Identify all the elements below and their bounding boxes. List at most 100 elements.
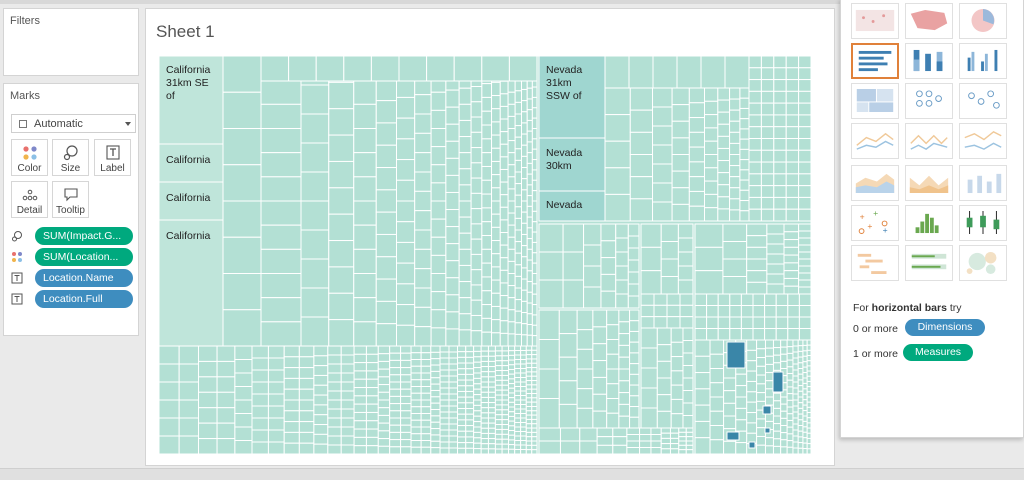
treemap-cell[interactable] [514,241,523,254]
treemap-cell[interactable] [491,213,501,228]
treemap-cell[interactable] [802,377,808,384]
treemap-cell[interactable] [499,219,509,234]
treemap-cell[interactable] [410,345,422,354]
treemap-cell[interactable] [618,368,631,382]
treemap-cell[interactable] [420,365,432,374]
treemap-cell[interactable] [514,399,522,405]
treemap-cell[interactable] [729,109,741,122]
treemap-cell[interactable] [786,399,794,408]
treemap-cell[interactable] [729,187,741,200]
treemap-cell[interactable] [499,244,509,259]
treemap-cell[interactable] [487,371,496,378]
treemap-cell[interactable] [514,435,522,441]
treemap-cell[interactable] [748,114,762,128]
treemap-cell[interactable] [525,405,533,412]
treemap-cell[interactable] [600,223,617,242]
treemap-cell[interactable] [783,262,800,272]
treemap-cell[interactable] [260,56,290,82]
treemap-cell[interactable] [414,287,432,308]
treemap-cell[interactable] [507,236,516,250]
treemap-cell[interactable] [670,356,684,372]
treemap-cell[interactable] [726,341,746,369]
treemap-cell[interactable] [760,173,775,187]
treemap-cell[interactable] [251,357,269,371]
treemap-cell[interactable] [802,431,808,439]
treemap-cell[interactable] [521,300,528,314]
treemap-cell[interactable] [792,357,799,365]
treemap-cell[interactable] [579,440,598,454]
treemap-cell[interactable] [507,224,516,238]
treemap-cell[interactable] [514,148,523,161]
treemap-cell[interactable] [457,345,467,353]
treemap-cell[interactable] [499,168,509,183]
treemap-cell[interactable] [627,223,640,237]
treemap-cell[interactable] [520,404,527,410]
treemap-cell[interactable] [340,354,355,365]
treemap-cell[interactable] [703,193,719,209]
treemap-cell[interactable] [520,399,527,405]
treemap-cell[interactable] [514,299,523,312]
treemap-cell[interactable] [414,229,432,250]
treemap-cell[interactable] [520,359,527,365]
treemap-cell[interactable] [520,372,527,378]
treemap-cell[interactable] [328,108,355,136]
treemap-cell[interactable] [785,161,800,175]
treemap-cell[interactable] [739,118,750,130]
treemap-cell[interactable] [267,357,285,371]
treemap-cell[interactable] [703,167,719,182]
treemap-cell[interactable] [420,440,432,448]
treemap-cell[interactable] [327,381,342,392]
treemap-cell[interactable] [786,352,794,361]
treemap-cell[interactable] [507,91,516,105]
treemap-cell[interactable] [671,154,690,172]
treemap-cell[interactable] [414,210,432,231]
treemap-cell[interactable] [629,352,640,365]
treemap-cell[interactable] [499,232,509,246]
treemap-cell[interactable] [604,56,630,89]
treemap-cell[interactable] [313,394,329,406]
treemap-cell[interactable] [159,345,180,365]
treemap-cell[interactable] [746,370,758,382]
treemap-cell[interactable] [531,117,538,129]
treemap-cell[interactable] [679,316,694,329]
treemap-cell[interactable] [501,404,510,411]
treemap-cell[interactable] [481,152,493,167]
treemap-cell[interactable] [802,344,808,352]
treemap-cell[interactable] [685,427,694,433]
treemap-cell[interactable] [722,276,748,295]
treemap-cell[interactable] [525,401,533,407]
treemap-cell[interactable] [491,253,501,268]
treemap-cell[interactable] [726,431,740,441]
treemap-cell[interactable] [688,146,705,163]
treemap-cell[interactable] [780,360,788,369]
treemap-cell[interactable] [458,329,472,347]
treemap-cell[interactable] [792,393,799,401]
treemap-cell[interactable] [260,248,302,274]
treemap-cell[interactable] [739,87,750,99]
treemap-cell[interactable] [465,425,475,432]
treemap-cell[interactable] [723,390,737,404]
treemap-cell[interactable] [797,362,804,369]
treemap-cell[interactable] [559,440,581,454]
treemap-cell[interactable] [746,339,758,351]
treemap-cell[interactable] [526,291,533,304]
treemap-cell[interactable] [746,422,758,434]
treemap-cell[interactable] [375,233,397,258]
treemap-cell[interactable] [377,384,391,393]
treemap-cell[interactable] [514,350,522,356]
treemap-cell[interactable] [798,279,811,288]
treemap-cell[interactable] [508,378,516,385]
treemap-cell[interactable] [652,56,678,89]
treemap-cell[interactable] [531,107,538,119]
treemap-cell[interactable] [802,388,808,395]
treemap-cell[interactable] [526,141,533,154]
treemap-cell[interactable] [650,440,662,448]
treemap-cell[interactable] [216,422,236,440]
treemap-cell[interactable] [629,330,640,343]
treemap-cell[interactable] [494,419,503,426]
label-button[interactable]: Label [94,139,131,176]
treemap-cell[interactable] [507,115,516,130]
treemap-cell[interactable] [786,379,794,388]
treemap-cell[interactable] [679,304,694,318]
show-me-option[interactable] [959,123,1007,159]
